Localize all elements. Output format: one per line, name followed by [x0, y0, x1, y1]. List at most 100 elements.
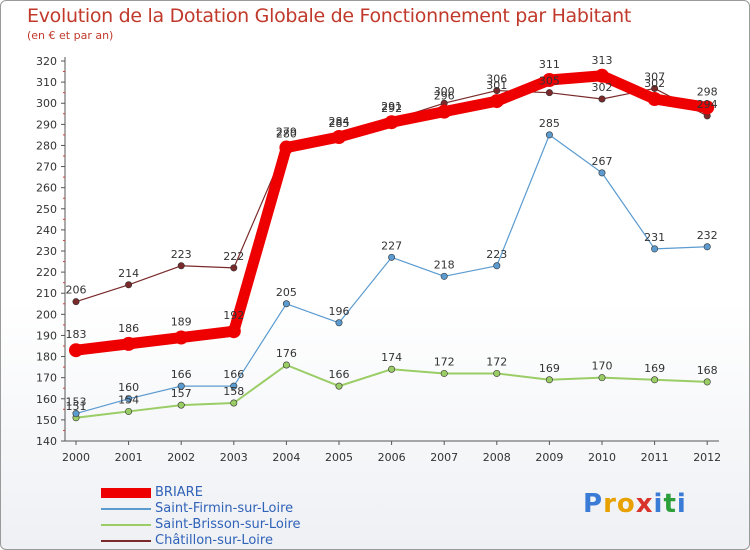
x-tick-label-2012: 2012: [693, 451, 721, 464]
point-briare-2002: [174, 330, 189, 345]
y-tick-label-280: 280: [36, 139, 57, 152]
point-ch-tillon-sur-loire-2009: [545, 89, 553, 97]
label-saint-brisson-sur-loire-2004: 176: [276, 347, 297, 360]
label-saint-firmin-sur-loire-2006: 227: [381, 239, 402, 252]
label-saint-brisson-sur-loire-2006: 174: [381, 351, 402, 364]
point-saint-firmin-sur-loire-2000: [72, 410, 80, 418]
label-briare-2002: 189: [171, 316, 192, 329]
label-briare-2005: 284: [329, 115, 350, 128]
label-saint-brisson-sur-loire-2001: 154: [118, 393, 139, 406]
label-ch-tillon-sur-loire-2004: 280: [276, 127, 297, 140]
point-saint-brisson-sur-loire-2004: [282, 361, 290, 369]
x-tick-label-2004: 2004: [272, 451, 300, 464]
y-tick-label-270: 270: [36, 161, 57, 174]
label-briare-2010: 313: [592, 54, 613, 67]
point-saint-brisson-sur-loire-2006: [388, 365, 396, 373]
x-tick-label-2009: 2009: [535, 451, 563, 464]
label-saint-brisson-sur-loire-2005: 166: [329, 368, 350, 381]
chart-subtitle: (en € et par an): [27, 29, 114, 42]
label-saint-firmin-sur-loire-2005: 196: [329, 305, 350, 318]
logo-letter: r: [603, 489, 617, 519]
label-saint-firmin-sur-loire-2001: 160: [118, 381, 139, 394]
label-briare-2011: 302: [644, 77, 665, 90]
y-tick-label-300: 300: [36, 97, 57, 110]
y-tick-label-260: 260: [36, 182, 57, 195]
x-tick-label-2008: 2008: [483, 451, 511, 464]
y-tick-label-240: 240: [36, 224, 57, 237]
y-tick-label-210: 210: [36, 287, 57, 300]
legend-label: BRIARE: [155, 485, 203, 500]
point-saint-firmin-sur-loire-2003: [230, 382, 238, 390]
label-ch-tillon-sur-loire-2001: 214: [118, 267, 139, 280]
point-saint-firmin-sur-loire-2012: [703, 243, 711, 251]
point-briare-2009: [542, 73, 557, 87]
point-ch-tillon-sur-loire-2000: [72, 298, 80, 306]
legend-label: Saint-Brisson-sur-Loire: [155, 517, 301, 532]
point-briare-2011: [647, 92, 662, 106]
y-tick-label-290: 290: [36, 118, 57, 131]
point-saint-firmin-sur-loire-2006: [388, 253, 396, 261]
label-saint-firmin-sur-loire-2002: 166: [171, 368, 192, 381]
point-saint-brisson-sur-loire-2009: [545, 376, 553, 384]
point-saint-brisson-sur-loire-2001: [125, 407, 133, 415]
x-tick-label-2003: 2003: [220, 451, 248, 464]
point-saint-brisson-sur-loire-2002: [177, 401, 185, 409]
label-saint-brisson-sur-loire-2009: 169: [539, 362, 560, 375]
x-tick-label-2011: 2011: [641, 451, 669, 464]
y-tick-label-250: 250: [36, 203, 57, 216]
label-ch-tillon-sur-loire-2011: 307: [644, 70, 665, 83]
point-saint-brisson-sur-loire-2012: [703, 378, 711, 386]
label-saint-brisson-sur-loire-2007: 172: [434, 355, 455, 368]
point-ch-tillon-sur-loire-2010: [598, 95, 606, 103]
y-tick-label-200: 200: [36, 308, 57, 321]
point-saint-firmin-sur-loire-2010: [598, 169, 606, 177]
logo-letter: i: [653, 489, 664, 519]
proxiti-logo: Proxiti: [583, 489, 687, 519]
logo-letter: x: [635, 489, 654, 519]
point-briare-2000: [69, 343, 83, 358]
label-briare-2006: 291: [381, 100, 402, 113]
point-briare-2001: [121, 336, 136, 351]
label-ch-tillon-sur-loire-2002: 223: [171, 248, 192, 261]
point-briare-2005: [332, 130, 346, 144]
point-ch-tillon-sur-loire-2008: [493, 87, 501, 95]
label-saint-brisson-sur-loire-2008: 172: [486, 355, 507, 368]
legend-label: Châtillon-sur-Loire: [155, 533, 273, 548]
x-tick-label-2000: 2000: [62, 451, 90, 464]
label-briare-2001: 186: [118, 322, 139, 335]
legend-label: Saint-Firmin-sur-Loire: [155, 501, 294, 516]
label-saint-firmin-sur-loire-2008: 223: [486, 248, 507, 261]
label-briare-2008: 301: [486, 79, 507, 92]
legend-swatch: [101, 488, 151, 498]
point-saint-brisson-sur-loire-2007: [440, 369, 448, 377]
point-ch-tillon-sur-loire-2002: [177, 262, 185, 270]
x-tick-label-2007: 2007: [430, 451, 458, 464]
point-saint-firmin-sur-loire-2002: [177, 382, 185, 390]
label-saint-firmin-sur-loire-2012: 232: [697, 229, 718, 242]
label-saint-brisson-sur-loire-2012: 168: [697, 364, 718, 377]
label-briare-2007: 296: [434, 90, 455, 103]
point-saint-brisson-sur-loire-2003: [230, 399, 238, 407]
label-ch-tillon-sur-loire-2007: 300: [434, 85, 455, 98]
point-saint-firmin-sur-loire-2001: [125, 395, 133, 403]
logo-letter: o: [616, 489, 636, 519]
point-saint-firmin-sur-loire-2004: [282, 300, 290, 308]
legend-swatch: [101, 508, 151, 510]
y-tick-label-180: 180: [36, 351, 57, 364]
point-saint-firmin-sur-loire-2009: [545, 131, 553, 139]
y-tick-label-320: 320: [36, 55, 57, 68]
point-saint-brisson-sur-loire-2011: [651, 376, 659, 384]
y-tick-label-190: 190: [36, 329, 57, 342]
label-briare-2009: 311: [539, 58, 560, 71]
label-saint-brisson-sur-loire-2011: 169: [644, 362, 665, 375]
y-tick-label-150: 150: [36, 414, 57, 427]
y-tick-label-220: 220: [36, 266, 57, 279]
point-saint-brisson-sur-loire-2005: [335, 382, 343, 390]
y-tick-label-170: 170: [36, 372, 57, 385]
label-ch-tillon-sur-loire-2009: 305: [539, 75, 560, 88]
label-saint-firmin-sur-loire-2004: 205: [276, 286, 297, 299]
point-saint-firmin-sur-loire-2011: [651, 245, 659, 253]
y-tick-label-160: 160: [36, 393, 57, 406]
